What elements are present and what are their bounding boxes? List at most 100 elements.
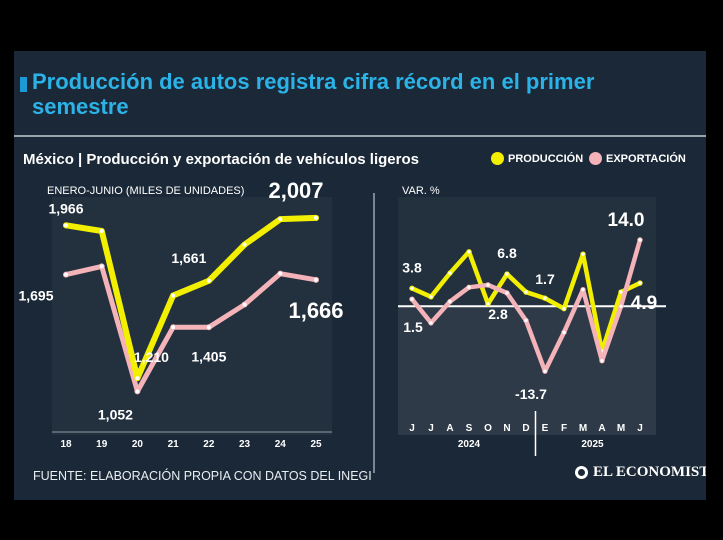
x-tick-label-right: S [466, 423, 473, 434]
data-label-right: 1.5 [403, 319, 423, 335]
data-point-produccion-left [277, 216, 284, 223]
data-point-produccion-right [447, 270, 453, 276]
data-point-produccion-right [504, 271, 510, 277]
year-label-2025: 2025 [581, 439, 604, 450]
data-label-left: 1,405 [191, 348, 226, 364]
data-point-exportacion-right [580, 286, 586, 293]
data-point-exportacion-right [618, 303, 624, 309]
data-point-exportacion-left [63, 271, 69, 278]
x-tick-label-right: D [522, 423, 529, 434]
data-label-left: 2,007 [268, 178, 323, 203]
data-point-exportacion-left [277, 270, 284, 277]
x-tick-label-left: 19 [96, 439, 108, 450]
data-label-left: 1,661 [171, 250, 206, 266]
title-accent-bar [20, 77, 27, 92]
data-point-exportacion-right [561, 329, 567, 336]
data-point-exportacion-left [170, 324, 177, 331]
x-tick-label-right: M [579, 423, 587, 434]
title-divider [14, 135, 706, 137]
x-tick-label-left: 24 [275, 439, 287, 450]
data-label-right: 2.8 [488, 306, 508, 322]
data-point-exportacion-right [409, 296, 415, 302]
legend-produccion-label: PRODUCCIÓN [508, 152, 584, 165]
x-tick-label-left: 18 [60, 439, 72, 450]
legend-produccion: PRODUCCIÓN [491, 152, 583, 165]
x-tick-label-right: A [598, 423, 605, 434]
year-label-2024: 2024 [458, 439, 481, 450]
data-point-exportacion-right [447, 298, 453, 305]
data-point-exportacion-right [466, 284, 472, 291]
data-point-produccion-right [466, 249, 472, 255]
data-point-produccion-right [428, 294, 434, 300]
data-point-produccion-left [313, 214, 319, 221]
chart-divider [373, 193, 375, 473]
x-tick-label-right: J [428, 423, 434, 434]
x-tick-label-right: E [542, 423, 549, 434]
x-tick-label-right: J [409, 423, 415, 434]
data-point-produccion-left [63, 222, 69, 229]
data-point-exportacion-left [241, 301, 248, 308]
x-tick-label-right: F [561, 423, 567, 434]
x-tick-label-right: M [617, 423, 625, 434]
data-point-exportacion-left [205, 324, 212, 331]
page-title: Producción de autos registra cifra récor… [32, 69, 595, 119]
x-tick-label-left: 25 [310, 439, 322, 450]
infographic-card: Producción de autos registra cifra récor… [14, 51, 706, 500]
data-point-exportacion-right [428, 320, 434, 326]
x-tick-label-left: 20 [132, 439, 144, 450]
x-tick-label-left: 22 [203, 439, 215, 450]
legend-exportacion: EXPORTACIÓN [589, 152, 686, 165]
data-label-left: 1,666 [288, 298, 343, 323]
data-point-produccion-right [523, 289, 529, 295]
data-label-left: 1,695 [18, 288, 53, 304]
legend-exportacion-label: EXPORTACIÓN [606, 152, 686, 165]
series-line-produccion-left [63, 214, 319, 382]
data-label-left: 1,052 [98, 406, 133, 422]
legend-exportacion-dot [589, 152, 602, 165]
data-label-right: 6.8 [497, 245, 517, 261]
data-label-right: 3.8 [402, 259, 422, 275]
brand-name: EL ECONOMISTA [593, 464, 706, 480]
x-tick-label-left: 21 [168, 439, 180, 450]
data-point-produccion-right [561, 305, 567, 312]
legend-produccion-dot [491, 152, 504, 165]
data-point-exportacion-left [98, 263, 105, 270]
source-note: FUENTE: ELABORACIÓN PROPIA CON DATOS DEL… [33, 469, 372, 483]
data-point-produccion-left [241, 241, 248, 248]
data-point-exportacion-left [313, 276, 319, 283]
data-point-exportacion-left [134, 388, 141, 395]
data-point-exportacion-right [599, 358, 605, 364]
data-point-produccion-right [409, 285, 415, 291]
x-tick-label-left: 23 [239, 439, 251, 450]
data-label-right: 4.9 [631, 293, 657, 314]
brand-logo: EL ECONOMISTA [575, 464, 706, 481]
data-label-left: 1,966 [48, 200, 83, 216]
left-plot-area [52, 197, 332, 435]
series-line-exportacion-left [63, 263, 319, 394]
data-point-produccion-left [170, 292, 177, 299]
x-tick-label-right: A [446, 423, 453, 434]
x-tick-label-right: N [503, 423, 510, 434]
data-point-produccion-left [134, 375, 141, 382]
x-tick-label-right: O [484, 423, 492, 434]
data-label-right: 1.7 [535, 271, 555, 287]
data-label-right: 14.0 [608, 210, 645, 231]
charts-canvas: 18 19 20 21 22 23 24 25 1,966 1,210 1,661 2,007 1,69… [18, 178, 666, 456]
x-tick-label-right: J [637, 423, 643, 434]
data-point-produccion-left [98, 227, 105, 234]
data-point-exportacion-right [542, 368, 548, 374]
chart-subtitle: México | Producción y exportación de veh… [23, 151, 419, 168]
data-point-produccion-right [580, 251, 586, 257]
brand-icon [575, 466, 588, 479]
data-point-exportacion-right [504, 290, 510, 296]
data-label-right: -13.7 [515, 386, 547, 402]
data-point-produccion-right [485, 301, 491, 307]
data-point-exportacion-right [485, 282, 491, 288]
data-point-produccion-right [542, 295, 548, 301]
left-chart-caption: ENERO-JUNIO (MILES DE UNIDADES) [47, 185, 245, 197]
right-chart-caption: VAR. % [402, 185, 440, 197]
data-point-produccion-left [205, 277, 212, 284]
data-point-exportacion-right [637, 237, 643, 243]
data-point-produccion-right [637, 280, 643, 286]
data-point-exportacion-right [523, 317, 529, 324]
